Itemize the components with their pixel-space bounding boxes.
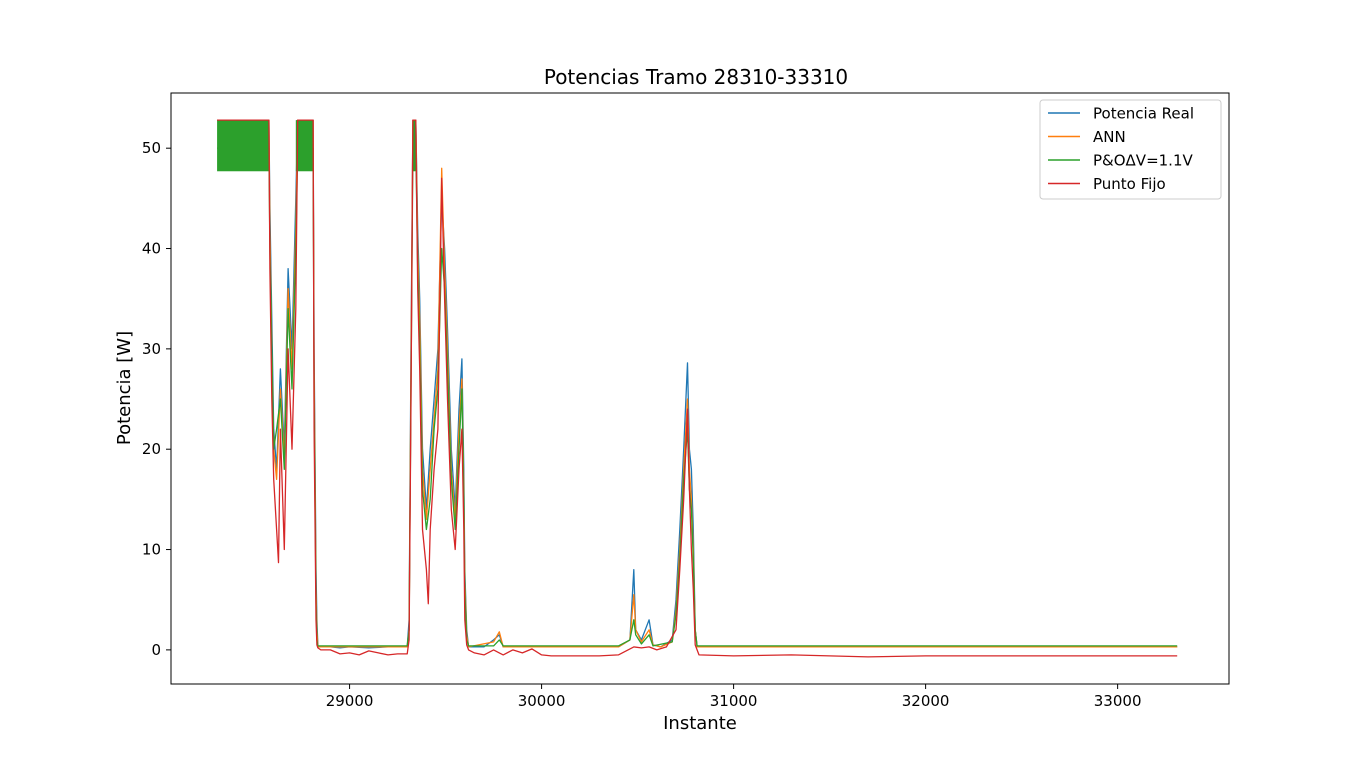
chart-title: Potencias Tramo 28310-33310 xyxy=(544,65,848,89)
y-tick-label-2: 20 xyxy=(142,440,161,458)
series-0 xyxy=(217,119,1178,649)
series-line-1 xyxy=(217,119,1178,648)
y-tick-label-4: 40 xyxy=(142,240,161,258)
series-2-oscillation-band-2 xyxy=(412,120,416,172)
x-tick-label-4: 33000 xyxy=(1094,692,1142,710)
legend-label-2: P&OΔV=1.1V xyxy=(1093,152,1193,170)
legend: Potencia Real ANN P&OΔV=1.1V Punto Fijo xyxy=(1039,99,1222,200)
series-2-oscillation-band-0 xyxy=(217,120,269,172)
series-2 xyxy=(217,120,1178,647)
y-tick-label-3: 30 xyxy=(142,340,161,358)
axes-frame xyxy=(170,92,1230,685)
legend-label-3: Punto Fijo xyxy=(1093,175,1166,193)
y-axis-label: Potencia [W] xyxy=(114,331,135,445)
x-tick-label-0: 29000 xyxy=(326,692,374,710)
y-tick-label-0: 0 xyxy=(151,641,161,659)
series-line-2 xyxy=(217,147,1178,647)
series-3 xyxy=(217,119,1178,658)
x-tick-label-3: 32000 xyxy=(902,692,950,710)
x-axis: 29000 30000 31000 32000 33000 xyxy=(326,684,1142,710)
series-line-3 xyxy=(217,119,1178,658)
legend-box xyxy=(1039,99,1222,200)
legend-label-0: Potencia Real xyxy=(1093,105,1194,123)
y-tick-label-5: 50 xyxy=(142,139,161,157)
y-tick-label-1: 10 xyxy=(142,541,161,559)
series-1 xyxy=(217,119,1178,648)
x-axis-label: Instante xyxy=(663,713,737,734)
plot-area xyxy=(217,119,1178,658)
series-2-oscillation-band-1 xyxy=(295,120,314,172)
legend-label-1: ANN xyxy=(1093,128,1126,146)
x-tick-label-2: 31000 xyxy=(710,692,758,710)
y-axis: 0 10 20 30 40 50 xyxy=(142,139,171,659)
series-line-0 xyxy=(217,119,1178,649)
x-tick-label-1: 30000 xyxy=(518,692,566,710)
